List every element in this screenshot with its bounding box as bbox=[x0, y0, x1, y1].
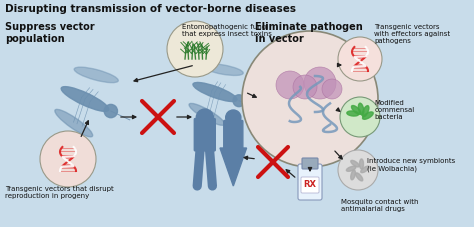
Circle shape bbox=[233, 95, 245, 107]
Polygon shape bbox=[220, 148, 246, 186]
Circle shape bbox=[322, 80, 342, 100]
Circle shape bbox=[276, 72, 304, 100]
Text: RX: RX bbox=[303, 180, 317, 189]
Ellipse shape bbox=[189, 104, 225, 126]
FancyBboxPatch shape bbox=[194, 119, 215, 151]
Ellipse shape bbox=[361, 166, 369, 173]
Ellipse shape bbox=[74, 68, 118, 83]
Ellipse shape bbox=[61, 87, 109, 112]
Ellipse shape bbox=[363, 112, 373, 120]
Circle shape bbox=[338, 150, 378, 190]
Text: Suppress vector
population: Suppress vector population bbox=[5, 22, 95, 43]
Circle shape bbox=[338, 38, 382, 82]
Circle shape bbox=[196, 110, 213, 127]
Ellipse shape bbox=[346, 167, 356, 172]
Text: Entomopathogenic fungi
that express insect toxins: Entomopathogenic fungi that express inse… bbox=[182, 24, 273, 37]
Ellipse shape bbox=[352, 106, 361, 115]
Text: Eliminate pathogen
in vector: Eliminate pathogen in vector bbox=[255, 22, 363, 43]
Circle shape bbox=[304, 68, 336, 100]
FancyBboxPatch shape bbox=[298, 164, 322, 200]
Circle shape bbox=[340, 98, 380, 137]
Ellipse shape bbox=[351, 161, 359, 167]
Circle shape bbox=[40, 131, 96, 187]
Text: Transgenic vectors that disrupt
reproduction in progeny: Transgenic vectors that disrupt reproduc… bbox=[5, 185, 113, 198]
Ellipse shape bbox=[362, 106, 369, 117]
Ellipse shape bbox=[359, 159, 364, 169]
Circle shape bbox=[242, 32, 378, 167]
Circle shape bbox=[226, 111, 241, 126]
Ellipse shape bbox=[351, 170, 356, 180]
Ellipse shape bbox=[203, 64, 243, 76]
Ellipse shape bbox=[347, 111, 359, 116]
Circle shape bbox=[293, 76, 317, 100]
Text: Modified
commensal
bacteria: Modified commensal bacteria bbox=[374, 100, 415, 120]
Text: Introduce new symbionts
(ie Wolbachia): Introduce new symbionts (ie Wolbachia) bbox=[367, 158, 456, 171]
Ellipse shape bbox=[55, 110, 93, 137]
Ellipse shape bbox=[358, 104, 364, 116]
FancyBboxPatch shape bbox=[224, 121, 243, 149]
Text: Transgenic vectors
with effectors against
pathogens: Transgenic vectors with effectors agains… bbox=[374, 24, 451, 44]
Ellipse shape bbox=[193, 83, 237, 102]
FancyBboxPatch shape bbox=[302, 158, 318, 169]
Circle shape bbox=[167, 22, 223, 78]
FancyBboxPatch shape bbox=[301, 177, 319, 193]
Text: Mosquito contact with
antimalarial drugs: Mosquito contact with antimalarial drugs bbox=[341, 199, 419, 212]
Text: Disrupting transmission of vector-borne diseases: Disrupting transmission of vector-borne … bbox=[5, 4, 296, 14]
Ellipse shape bbox=[356, 173, 363, 181]
Circle shape bbox=[104, 105, 118, 118]
